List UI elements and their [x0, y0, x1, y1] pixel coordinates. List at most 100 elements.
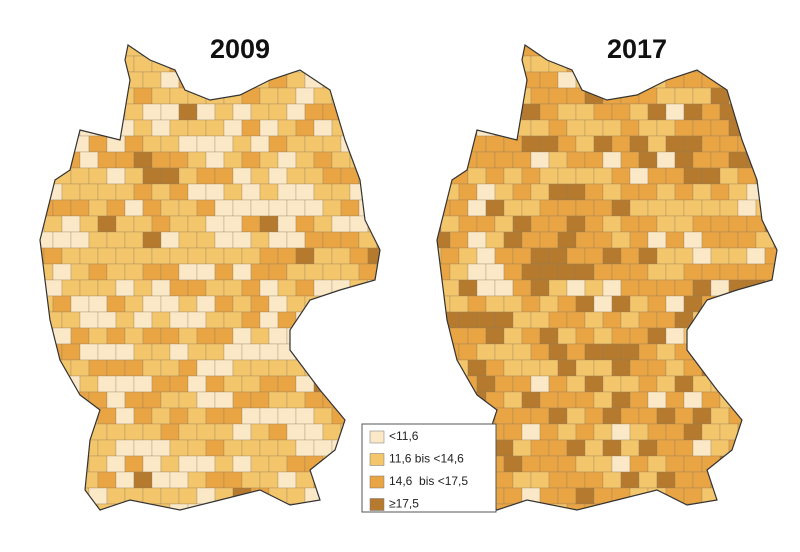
district [115, 279, 135, 297]
district [746, 375, 766, 393]
district [584, 439, 604, 457]
district [674, 247, 694, 265]
district [142, 135, 162, 153]
district [331, 471, 351, 489]
district [241, 279, 261, 297]
district [764, 471, 777, 489]
district [719, 199, 739, 217]
district [494, 279, 514, 297]
district [683, 423, 703, 441]
district [539, 455, 559, 473]
district [467, 359, 487, 377]
district [88, 263, 108, 281]
district [755, 167, 775, 185]
district [178, 295, 198, 313]
district [376, 199, 380, 217]
district [620, 215, 640, 233]
district [710, 55, 730, 73]
district [286, 359, 306, 377]
district [494, 503, 514, 510]
district [322, 295, 342, 313]
district [259, 279, 279, 297]
district [755, 359, 775, 377]
district [719, 167, 739, 185]
district [40, 391, 54, 409]
district [97, 375, 117, 393]
district [719, 487, 739, 505]
district [602, 439, 622, 457]
district [187, 439, 207, 457]
district [187, 375, 207, 393]
district [115, 87, 135, 105]
district [115, 471, 135, 489]
district [437, 199, 451, 217]
legend-swatch [369, 475, 385, 489]
district [620, 343, 640, 361]
district [40, 439, 45, 457]
district [40, 231, 54, 249]
district [40, 487, 54, 505]
district [764, 215, 777, 233]
district [719, 391, 739, 409]
district [755, 103, 775, 121]
district [674, 343, 694, 361]
district [710, 247, 730, 265]
district [169, 471, 189, 489]
district [539, 103, 559, 121]
district [476, 279, 496, 297]
district [638, 183, 658, 201]
district [40, 455, 54, 473]
district [665, 135, 685, 153]
district [719, 423, 739, 441]
district [88, 167, 108, 185]
district [97, 151, 117, 169]
district [449, 199, 469, 217]
district [512, 375, 532, 393]
district [503, 359, 523, 377]
district [503, 455, 523, 473]
district [593, 423, 613, 441]
district [575, 359, 595, 377]
district [259, 375, 279, 393]
district [467, 167, 487, 185]
district [124, 423, 144, 441]
district [548, 119, 568, 137]
district [602, 151, 622, 169]
district [142, 327, 162, 345]
district [593, 327, 613, 345]
district [437, 295, 451, 313]
district [133, 55, 153, 73]
district [593, 103, 613, 121]
district [232, 295, 252, 313]
district [259, 247, 279, 265]
district [746, 471, 766, 489]
district [575, 263, 595, 281]
district [295, 55, 315, 73]
district [115, 183, 135, 201]
district [746, 311, 766, 329]
district [728, 439, 748, 457]
district [250, 199, 270, 217]
district [79, 471, 99, 489]
district [674, 55, 694, 73]
district [485, 359, 505, 377]
district [764, 375, 777, 393]
district [764, 247, 777, 265]
district [548, 343, 568, 361]
district [485, 199, 505, 217]
district [584, 215, 604, 233]
district [106, 103, 126, 121]
district [557, 327, 577, 345]
district [268, 455, 288, 473]
district [701, 103, 721, 121]
district [205, 247, 225, 265]
district [286, 199, 306, 217]
district [539, 45, 559, 57]
district [295, 279, 315, 297]
district [755, 71, 775, 89]
district [277, 279, 297, 297]
district [728, 55, 748, 73]
district [43, 87, 63, 105]
district [548, 311, 568, 329]
district [349, 247, 369, 265]
